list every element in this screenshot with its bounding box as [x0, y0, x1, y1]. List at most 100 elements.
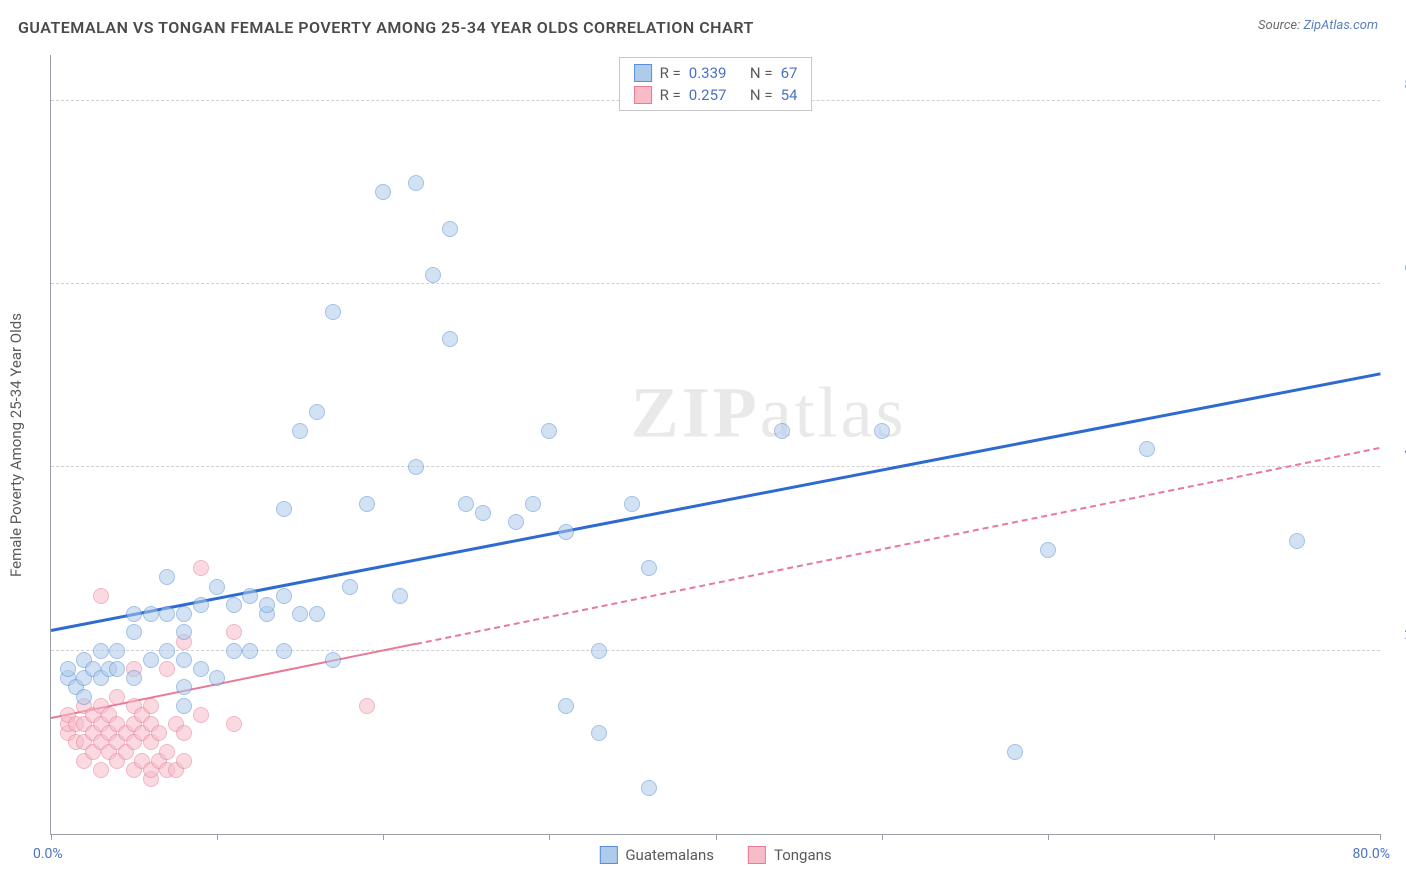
data-point	[93, 643, 109, 659]
data-point	[126, 670, 142, 686]
data-point	[242, 588, 258, 604]
r-value: 0.339	[689, 64, 727, 82]
data-point	[109, 661, 125, 677]
data-point	[541, 423, 557, 439]
data-point	[242, 643, 258, 659]
series-legend-item: Tongans	[748, 846, 832, 864]
data-point	[209, 579, 225, 595]
data-point	[226, 624, 242, 640]
data-point	[292, 423, 308, 439]
x-tick	[1214, 834, 1215, 840]
data-point	[309, 606, 325, 622]
data-point	[159, 606, 175, 622]
correlation-legend-row: R = 0.339 N = 67	[634, 62, 798, 84]
x-tick	[217, 834, 218, 840]
data-point	[143, 652, 159, 668]
data-point	[442, 221, 458, 237]
source-link[interactable]: ZipAtlas.com	[1303, 18, 1378, 33]
data-point	[641, 780, 657, 796]
data-point	[342, 579, 358, 595]
data-point	[591, 725, 607, 741]
gridline	[51, 283, 1380, 284]
x-tick	[716, 834, 717, 840]
data-point	[558, 524, 574, 540]
data-point	[151, 725, 167, 741]
data-point	[392, 588, 408, 604]
series-legend-item: Guatemalans	[599, 846, 714, 864]
x-tick	[383, 834, 384, 840]
series-legend: Guatemalans Tongans	[599, 846, 831, 864]
legend-swatch-icon	[748, 846, 766, 864]
data-point	[458, 496, 474, 512]
data-point	[159, 643, 175, 659]
data-point	[159, 569, 175, 585]
data-point	[176, 753, 192, 769]
data-point	[325, 652, 341, 668]
source-prefix: Source:	[1258, 18, 1303, 33]
data-point	[1139, 441, 1155, 457]
data-point	[774, 423, 790, 439]
data-point	[425, 267, 441, 283]
watermark: ZIPatlas	[631, 372, 907, 455]
data-point	[193, 661, 209, 677]
data-point	[325, 304, 341, 320]
data-point	[193, 560, 209, 576]
x-tick	[1048, 834, 1049, 840]
data-point	[1007, 744, 1023, 760]
data-point	[276, 501, 292, 517]
source-credit: Source: ZipAtlas.com	[1258, 18, 1378, 33]
data-point	[874, 423, 890, 439]
data-point	[226, 716, 242, 732]
x-tick	[882, 834, 883, 840]
page-title: GUATEMALAN VS TONGAN FEMALE POVERTY AMON…	[18, 18, 754, 37]
data-point	[93, 588, 109, 604]
data-point	[276, 643, 292, 659]
data-point	[525, 496, 541, 512]
chart-area: Female Poverty Among 25-34 Year Olds ZIP…	[50, 55, 1380, 835]
x-tick	[549, 834, 550, 840]
correlation-legend: R = 0.339 N = 67 R = 0.257 N = 54	[619, 57, 813, 111]
x-axis-max-label: 80.0%	[1352, 846, 1390, 862]
data-point	[143, 606, 159, 622]
data-point	[226, 597, 242, 613]
data-point	[1040, 542, 1056, 558]
data-point	[359, 496, 375, 512]
data-point	[292, 606, 308, 622]
n-label: N =	[750, 64, 773, 82]
x-tick	[1380, 834, 1381, 840]
data-point	[375, 184, 391, 200]
data-point	[1289, 533, 1305, 549]
data-point	[641, 560, 657, 576]
data-point	[126, 624, 142, 640]
data-point	[176, 725, 192, 741]
data-point	[408, 175, 424, 191]
data-point	[259, 597, 275, 613]
data-point	[143, 698, 159, 714]
data-point	[558, 698, 574, 714]
data-point	[442, 331, 458, 347]
data-point	[591, 643, 607, 659]
data-point	[60, 661, 76, 677]
data-point	[159, 661, 175, 677]
data-point	[359, 698, 375, 714]
data-point	[624, 496, 640, 512]
gridline	[51, 466, 1380, 467]
x-tick	[51, 834, 52, 840]
data-point	[226, 643, 242, 659]
r-label: R =	[660, 64, 681, 82]
data-point	[176, 624, 192, 640]
data-point	[209, 670, 225, 686]
data-point	[93, 762, 109, 778]
data-point	[408, 459, 424, 475]
data-point	[508, 514, 524, 530]
regression-line	[416, 447, 1380, 645]
data-point	[475, 505, 491, 521]
legend-swatch-icon	[599, 846, 617, 864]
data-point	[176, 679, 192, 695]
data-point	[176, 606, 192, 622]
correlation-legend-row: R = 0.257 N = 54	[634, 84, 798, 106]
legend-swatch-icon	[634, 86, 652, 104]
n-value: 54	[781, 86, 798, 104]
data-point	[193, 597, 209, 613]
y-axis-label: Female Poverty Among 25-34 Year Olds	[7, 313, 25, 577]
